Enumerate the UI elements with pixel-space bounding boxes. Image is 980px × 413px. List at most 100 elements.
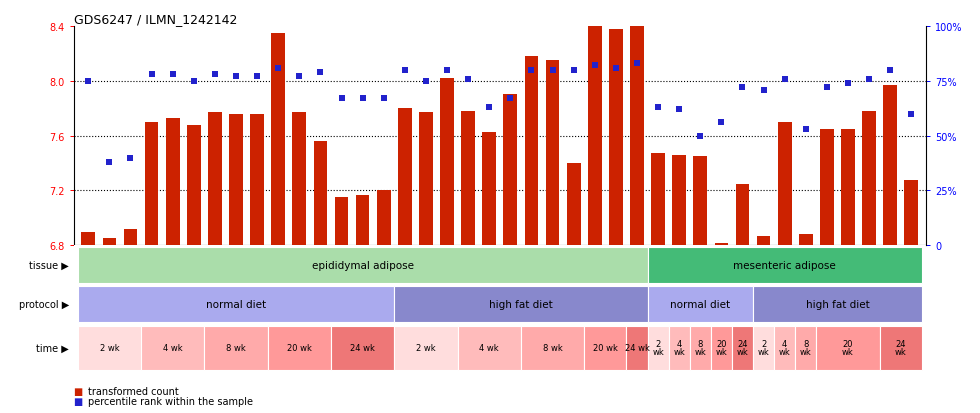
Point <box>291 74 307 81</box>
Point <box>840 81 856 87</box>
Point <box>376 96 392 102</box>
Text: 2 wk: 2 wk <box>100 344 120 352</box>
Point <box>651 104 666 111</box>
Point <box>355 96 370 102</box>
Bar <box>440 79 454 246</box>
Text: high fat diet: high fat diet <box>489 299 553 310</box>
Bar <box>292 113 306 246</box>
Bar <box>753 287 922 323</box>
Bar <box>841 129 855 246</box>
Text: 24
wk: 24 wk <box>895 339 906 356</box>
Bar <box>394 287 648 323</box>
Point <box>102 159 118 166</box>
Text: 2
wk: 2 wk <box>758 339 769 356</box>
Point <box>735 85 751 91</box>
Point <box>523 67 539 74</box>
Bar <box>208 113 221 246</box>
Point <box>861 76 877 83</box>
Bar <box>588 27 602 246</box>
Bar <box>648 326 668 370</box>
Bar <box>799 235 812 246</box>
Point <box>608 65 623 72</box>
Bar <box>314 142 327 246</box>
Bar <box>81 232 95 246</box>
Point <box>756 87 771 94</box>
Bar <box>584 326 626 370</box>
Bar <box>229 114 243 246</box>
Bar <box>648 287 753 323</box>
Bar <box>103 239 117 246</box>
Point <box>587 63 603 69</box>
Text: ■: ■ <box>74 396 82 406</box>
Text: time ▶: time ▶ <box>36 343 70 353</box>
Bar <box>166 119 179 246</box>
Bar <box>141 326 205 370</box>
Text: 20 wk: 20 wk <box>593 344 617 352</box>
Point <box>629 61 645 67</box>
Bar <box>77 287 394 323</box>
Point <box>819 85 835 91</box>
Text: 8 wk: 8 wk <box>226 344 246 352</box>
Point <box>249 74 265 81</box>
Bar <box>77 247 648 283</box>
Bar <box>668 326 690 370</box>
Bar <box>187 126 201 246</box>
Point <box>565 67 581 74</box>
Bar <box>524 57 538 246</box>
Bar <box>609 30 622 246</box>
Bar <box>883 85 897 246</box>
Bar <box>398 109 412 246</box>
Text: normal diet: normal diet <box>206 299 266 310</box>
Bar <box>546 61 560 246</box>
Bar <box>652 154 665 246</box>
Bar <box>504 95 517 246</box>
Bar <box>736 184 750 246</box>
Text: 8 wk: 8 wk <box>543 344 563 352</box>
Bar <box>458 326 521 370</box>
Point <box>333 96 349 102</box>
Bar <box>778 123 792 246</box>
Text: normal diet: normal diet <box>670 299 730 310</box>
Point <box>503 96 518 102</box>
Text: 8
wk: 8 wk <box>800 339 811 356</box>
Bar <box>648 247 922 283</box>
Bar <box>205 326 268 370</box>
Bar <box>626 326 648 370</box>
Bar <box>757 236 770 246</box>
Point <box>144 72 160 78</box>
Text: 4
wk: 4 wk <box>779 339 791 356</box>
Text: mesenteric adipose: mesenteric adipose <box>733 260 836 271</box>
Point <box>418 78 434 85</box>
Point <box>777 76 793 83</box>
Bar <box>419 113 433 246</box>
Bar <box>816 326 880 370</box>
Point <box>713 120 729 126</box>
Bar <box>774 326 795 370</box>
Text: 4
wk: 4 wk <box>673 339 685 356</box>
Point <box>228 74 244 81</box>
Bar <box>710 326 732 370</box>
Text: 2
wk: 2 wk <box>653 339 664 356</box>
Point <box>904 111 919 118</box>
Text: 24 wk: 24 wk <box>624 344 650 352</box>
Point <box>439 67 455 74</box>
Bar <box>880 326 922 370</box>
Point <box>693 133 709 140</box>
Bar <box>145 123 159 246</box>
Bar <box>714 243 728 246</box>
Point <box>397 67 413 74</box>
Point <box>165 72 180 78</box>
Bar <box>521 326 584 370</box>
Text: 2 wk: 2 wk <box>416 344 436 352</box>
Bar <box>356 195 369 246</box>
Bar <box>753 326 774 370</box>
Text: tissue ▶: tissue ▶ <box>29 260 70 271</box>
Text: 20
wk: 20 wk <box>842 339 854 356</box>
Bar <box>672 155 686 246</box>
Point <box>798 126 813 133</box>
Bar <box>334 198 348 246</box>
Bar <box>123 229 137 246</box>
Text: 24
wk: 24 wk <box>737 339 749 356</box>
Bar <box>271 34 285 246</box>
Bar <box>268 326 331 370</box>
